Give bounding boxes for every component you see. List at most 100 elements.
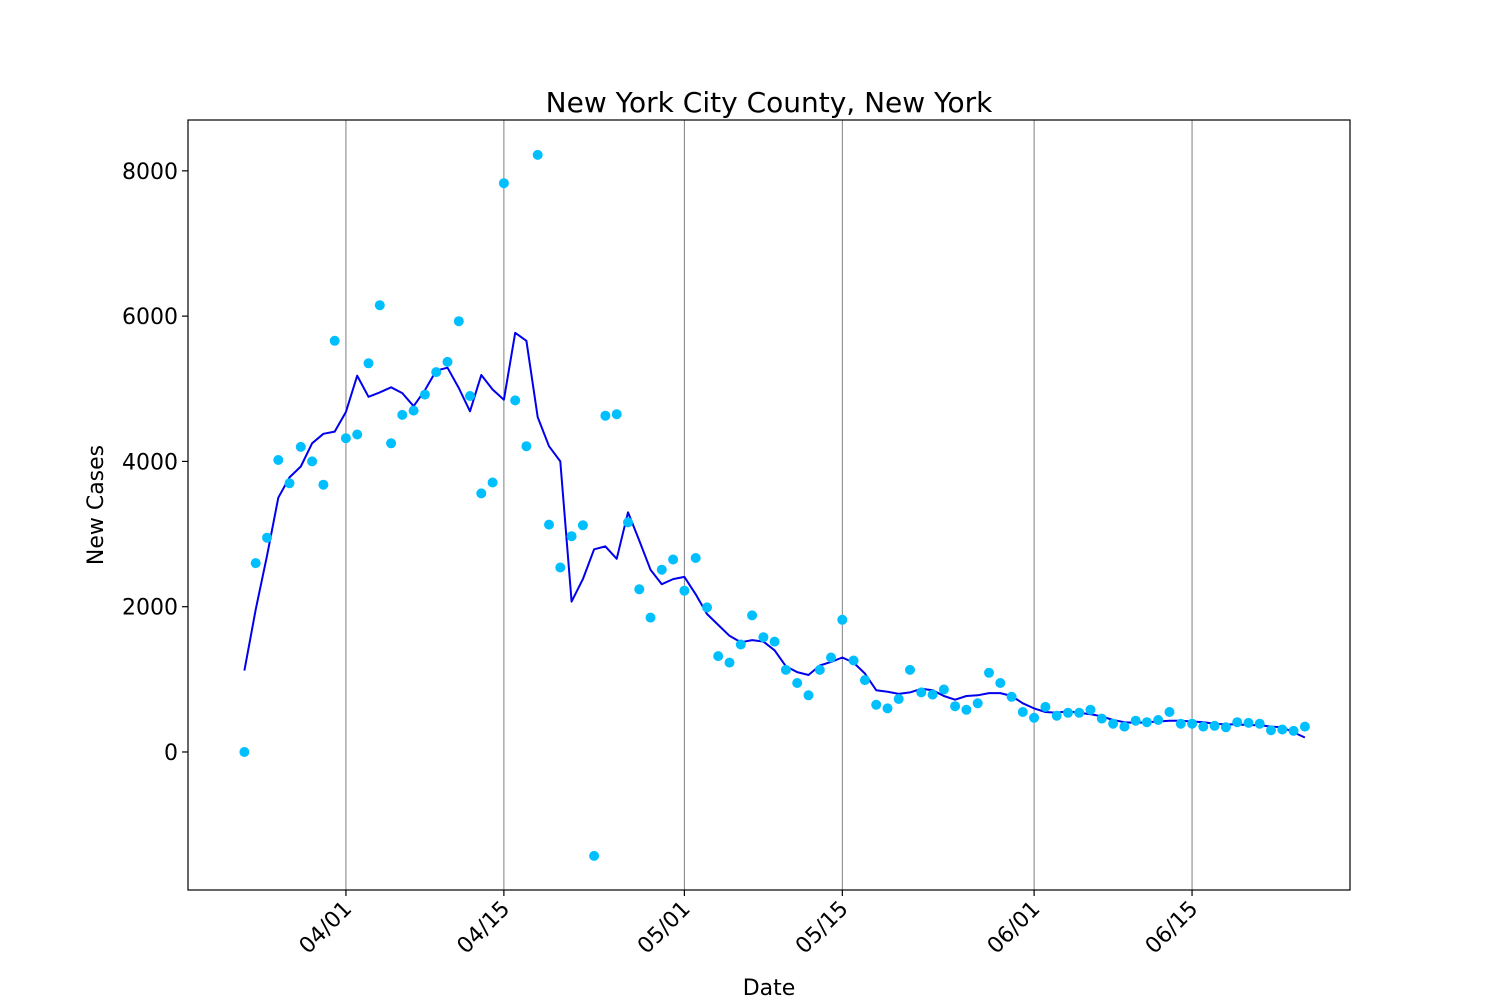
line-series bbox=[243, 331, 1306, 739]
data-point bbox=[814, 664, 825, 675]
data-point bbox=[972, 698, 983, 709]
data-point bbox=[905, 664, 915, 675]
data-point bbox=[318, 479, 329, 490]
data-point bbox=[634, 584, 645, 595]
data-point bbox=[1017, 707, 1028, 717]
x-tick-label: 05/15 bbox=[791, 897, 854, 960]
data-point bbox=[408, 405, 419, 416]
x-axis: 04/01 04/15 05/01 05/15 06/01 06/15 bbox=[295, 890, 1204, 960]
data-point bbox=[589, 850, 600, 861]
data-point bbox=[352, 429, 363, 440]
data-point bbox=[1006, 691, 1017, 702]
data-point bbox=[1209, 720, 1220, 731]
data-point bbox=[555, 562, 566, 573]
data-point bbox=[611, 409, 622, 420]
grid bbox=[345, 120, 1193, 890]
data-point bbox=[961, 704, 972, 715]
data-point bbox=[938, 684, 949, 695]
data-point bbox=[1277, 724, 1288, 735]
data-point bbox=[397, 409, 408, 420]
data-point bbox=[1040, 701, 1051, 712]
data-point bbox=[1232, 717, 1243, 728]
data-point bbox=[566, 531, 577, 542]
data-point bbox=[882, 703, 893, 714]
y-tick-label: 6000 bbox=[122, 305, 178, 330]
data-point bbox=[577, 520, 588, 531]
data-point bbox=[859, 675, 870, 686]
y-tick-label: 8000 bbox=[122, 160, 178, 185]
y-tick-label: 0 bbox=[164, 741, 178, 766]
x-tick-label: 04/01 bbox=[295, 897, 358, 960]
plot-frame bbox=[187, 119, 1351, 891]
data-point bbox=[295, 441, 306, 452]
data-point bbox=[465, 391, 475, 401]
x-tick-label: 06/15 bbox=[1141, 897, 1204, 960]
x-axis-label: Date bbox=[743, 976, 796, 1000]
data-point bbox=[1220, 722, 1231, 733]
data-point bbox=[1187, 718, 1198, 729]
point-series bbox=[239, 149, 1310, 861]
data-point bbox=[1164, 707, 1175, 717]
data-point bbox=[826, 652, 836, 663]
data-point bbox=[476, 488, 487, 499]
data-point bbox=[1299, 721, 1310, 732]
data-point bbox=[1141, 717, 1152, 728]
data-point bbox=[1108, 718, 1119, 729]
data-point bbox=[747, 610, 758, 621]
y-tick-label: 4000 bbox=[122, 450, 178, 475]
data-point bbox=[442, 356, 453, 367]
rolling-average-line bbox=[243, 331, 1306, 739]
data-point bbox=[419, 389, 430, 400]
data-point bbox=[1130, 715, 1141, 726]
data-point bbox=[690, 553, 701, 563]
data-point bbox=[679, 585, 690, 596]
x-tick-label: 04/15 bbox=[453, 897, 516, 960]
data-point bbox=[239, 747, 250, 757]
y-axis: 0 2000 4000 6000 8000 bbox=[122, 160, 188, 766]
data-point bbox=[927, 689, 938, 700]
data-point bbox=[431, 367, 442, 378]
data-point bbox=[623, 517, 633, 528]
data-point bbox=[510, 395, 521, 406]
data-point bbox=[544, 519, 554, 530]
data-point bbox=[735, 639, 746, 650]
y-axis-label: New Cases bbox=[84, 445, 109, 565]
data-point bbox=[1288, 725, 1299, 736]
data-point bbox=[284, 478, 295, 489]
data-point bbox=[453, 316, 464, 327]
data-point bbox=[386, 438, 397, 449]
data-point bbox=[1063, 707, 1073, 718]
data-point bbox=[645, 612, 656, 623]
y-tick-label: 2000 bbox=[122, 596, 178, 621]
data-point bbox=[995, 678, 1006, 688]
data-point bbox=[498, 178, 509, 189]
data-point bbox=[1074, 707, 1085, 718]
data-point bbox=[1254, 718, 1265, 729]
data-point bbox=[307, 456, 318, 467]
data-point bbox=[780, 664, 791, 675]
data-point bbox=[1175, 718, 1186, 729]
data-point bbox=[792, 678, 803, 688]
data-point bbox=[656, 564, 667, 575]
data-point bbox=[329, 335, 340, 346]
data-point bbox=[724, 657, 735, 668]
chart-title: New York City County, New York bbox=[546, 86, 993, 119]
data-point bbox=[487, 477, 498, 488]
data-point bbox=[803, 690, 814, 701]
data-point bbox=[340, 433, 351, 444]
data-point bbox=[950, 701, 961, 712]
data-point bbox=[1085, 704, 1096, 715]
data-point bbox=[837, 614, 848, 625]
data-point bbox=[916, 687, 927, 698]
data-point bbox=[713, 651, 724, 662]
data-point bbox=[1153, 715, 1164, 725]
data-point bbox=[374, 300, 385, 311]
data-point bbox=[273, 455, 284, 465]
data-point bbox=[363, 358, 374, 369]
data-point bbox=[250, 558, 261, 569]
data-point bbox=[1096, 713, 1107, 724]
data-point bbox=[702, 602, 712, 613]
data-point bbox=[848, 655, 859, 666]
data-point bbox=[769, 636, 780, 647]
